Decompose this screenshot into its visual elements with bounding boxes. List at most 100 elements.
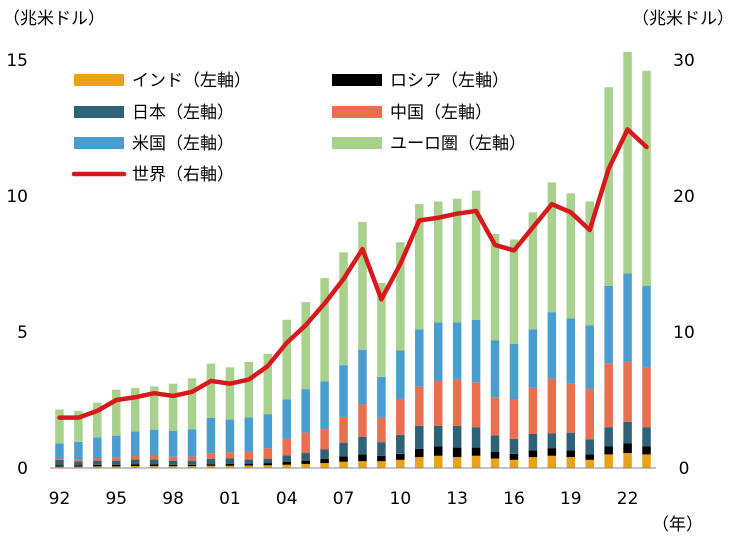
- bar-segment-3-2017: [528, 387, 538, 434]
- bar-segment-4-2004: [282, 399, 291, 439]
- legend-label: ユーロ圏（左軸）: [390, 134, 526, 154]
- bar-segment-2-1994: [93, 460, 102, 465]
- bar-segment-2-2017: [528, 434, 538, 451]
- bar-segment-0-2010: [396, 459, 405, 468]
- bar-segment-3-1997: [149, 455, 159, 460]
- bar-segment-4-2001: [225, 419, 235, 453]
- bar-segment-1-2023: [642, 446, 651, 455]
- bar-segment-2-2019: [566, 432, 576, 451]
- bar-segment-4-2019: [566, 318, 576, 384]
- bar-segment-0-2008: [358, 461, 367, 468]
- bar-segment-3-1996: [130, 456, 140, 460]
- bar-segment-0-2002: [244, 465, 254, 468]
- bar-segment-0-2007: [339, 461, 348, 468]
- bar-segment-2-2008: [358, 436, 367, 455]
- bar-segment-3-2018: [547, 378, 557, 434]
- bar-segment-3-1998: [168, 456, 178, 461]
- bar-segment-1-1997: [149, 464, 159, 467]
- bar-segment-0-2000: [206, 465, 216, 468]
- bar-segment-5-2015: [490, 234, 500, 341]
- bar-segment-2-1998: [168, 460, 178, 465]
- world-line-layer: [57, 127, 649, 420]
- bar-segment-1-2018: [547, 448, 557, 456]
- bar-segment-2-1995: [112, 460, 121, 465]
- bar-segment-0-2009: [377, 461, 386, 468]
- bar-segment-2-2004: [282, 455, 291, 463]
- bar-segment-3-2011: [415, 386, 424, 426]
- bar-segment-1-2011: [415, 448, 424, 458]
- bar-segment-1-2020: [585, 454, 594, 460]
- bar-segment-3-2021: [604, 363, 613, 428]
- bar-segment-5-2009: [377, 283, 386, 377]
- bar-segment-3-2000: [206, 453, 216, 459]
- bar-segment-4-2016: [509, 343, 519, 400]
- bar-segment-0-1994: [93, 466, 102, 468]
- bar-segment-1-1999: [187, 464, 197, 467]
- bar-segment-0-1992: [55, 466, 64, 468]
- bar-segment-5-2005: [301, 302, 310, 390]
- bar-segment-0-1996: [130, 466, 140, 468]
- bar-segment-0-2003: [263, 465, 273, 468]
- right-axis-unit: （兆米ドル）: [632, 9, 734, 29]
- bar-segment-1-2001: [225, 463, 235, 466]
- bar-segment-5-2017: [528, 212, 538, 330]
- bar-segment-2-2000: [206, 458, 216, 465]
- x-tick-label: 04: [276, 489, 298, 509]
- bar-segment-2-1993: [74, 461, 83, 466]
- bar-segment-0-1999: [187, 466, 197, 468]
- bar-segment-1-2009: [377, 455, 386, 462]
- bar-segment-1-1994: [93, 464, 102, 467]
- bar-segment-4-1997: [149, 429, 159, 456]
- left-tick-label: 15: [6, 51, 28, 71]
- bar-segment-0-1997: [149, 466, 159, 468]
- legend-label: 中国（左軸）: [390, 103, 492, 123]
- bar-segment-0-2012: [433, 455, 443, 468]
- bar-segment-5-2020: [585, 201, 594, 326]
- left-tick-label: 10: [6, 187, 28, 207]
- bar-segment-4-1992: [55, 443, 64, 459]
- bar-segment-4-2018: [547, 312, 557, 379]
- bar-segment-3-2001: [225, 452, 235, 459]
- bars-layer: [55, 51, 651, 468]
- bar-segment-2-1996: [130, 459, 140, 465]
- bar-segment-3-2020: [585, 389, 594, 440]
- bar-segment-1-2013: [452, 447, 462, 458]
- bar-segment-3-2010: [396, 399, 405, 435]
- bar-segment-1-2000: [206, 464, 216, 466]
- left-tick-label: 5: [17, 323, 28, 343]
- bar-segment-1-1995: [112, 464, 121, 467]
- legend-label: 日本（左軸）: [132, 103, 234, 123]
- bar-segment-2-2001: [225, 458, 235, 464]
- x-tick-label: 01: [219, 489, 241, 509]
- bar-segment-2-2023: [642, 427, 651, 447]
- world-series-line: [57, 127, 649, 420]
- x-tick-label: 13: [446, 489, 468, 509]
- bar-segment-3-2012: [433, 380, 443, 426]
- bar-segment-0-2006: [320, 463, 329, 468]
- bar-segment-4-2023: [642, 285, 651, 368]
- bar-segment-5-2016: [509, 239, 519, 344]
- bar-segment-3-1994: [93, 457, 102, 461]
- bar-segment-0-2014: [471, 455, 481, 468]
- legend-swatch: [74, 137, 124, 149]
- bar-segment-2-2018: [547, 433, 557, 449]
- bar-segment-4-2017: [528, 329, 538, 388]
- bar-segment-5-2014: [471, 190, 481, 320]
- bar-segment-4-2012: [433, 322, 443, 381]
- bar-segment-1-2017: [528, 450, 538, 458]
- bar-segment-4-2022: [623, 273, 632, 362]
- bar-segment-4-2008: [358, 349, 367, 405]
- bar-segment-4-2015: [490, 340, 500, 398]
- right-tick-label: 0: [679, 459, 690, 479]
- bar-segment-0-2015: [490, 458, 500, 468]
- x-tick-label: 07: [333, 489, 355, 509]
- bar-segment-3-2022: [623, 361, 632, 422]
- bar-segment-4-1994: [93, 437, 102, 458]
- bar-segment-3-2003: [263, 448, 273, 460]
- right-tick-label: 20: [673, 187, 695, 207]
- bar-segment-4-1995: [112, 435, 121, 458]
- bar-segment-1-1993: [74, 465, 83, 467]
- bar-segment-1-1992: [55, 465, 64, 467]
- x-tick-label: 22: [617, 489, 639, 509]
